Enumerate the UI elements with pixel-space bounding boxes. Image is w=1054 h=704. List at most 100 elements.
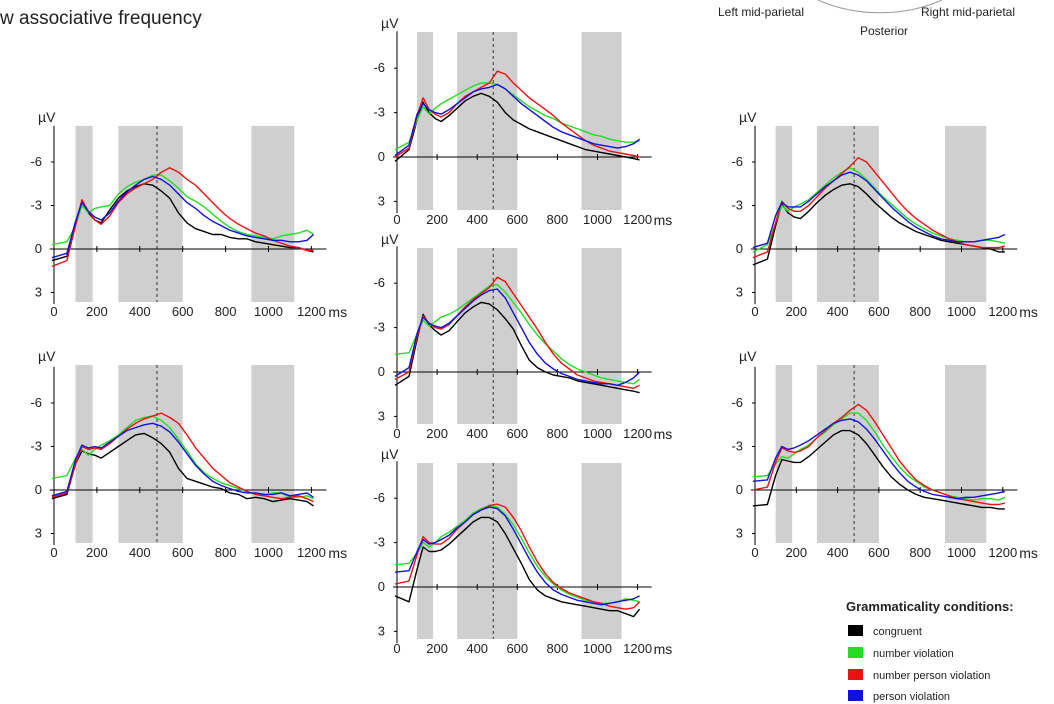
legend-label-number-person-violation: number person violation bbox=[873, 670, 990, 682]
x-tick-label: 400 bbox=[129, 545, 151, 560]
x-tick-label: 200 bbox=[86, 304, 108, 319]
series-congruent bbox=[51, 432, 314, 507]
y-axis-label: µV bbox=[381, 231, 399, 247]
y-tick-label: 0 bbox=[736, 241, 743, 256]
series-person-violation bbox=[51, 175, 314, 259]
series-number-violation bbox=[51, 174, 314, 246]
y-tick-label: -3 bbox=[373, 105, 385, 120]
series-number-violation bbox=[394, 82, 640, 151]
y-tick-label: -3 bbox=[30, 439, 42, 454]
series-person-violation bbox=[394, 83, 641, 157]
time-window-1 bbox=[417, 463, 434, 639]
y-axis-label: µV bbox=[739, 348, 757, 364]
electrode-label-left-mid-parietal: Left mid-parietal bbox=[718, 5, 804, 19]
x-tick-label: 1200 bbox=[623, 212, 652, 227]
legend-label-number-violation: number violation bbox=[873, 648, 954, 660]
series-number-person-violation bbox=[394, 503, 641, 610]
legend-swatch-person-violation bbox=[848, 690, 863, 701]
y-tick-label: 3 bbox=[736, 526, 743, 541]
time-window-2 bbox=[816, 365, 879, 543]
x-tick-label: 600 bbox=[506, 212, 528, 227]
x-tick-label: 400 bbox=[129, 304, 151, 319]
time-window-1 bbox=[75, 126, 93, 302]
series-congruent bbox=[752, 429, 1005, 510]
series-congruent bbox=[394, 92, 640, 162]
time-window-3 bbox=[581, 248, 622, 424]
x-tick-label: 1000 bbox=[583, 426, 612, 441]
electrode-label-posterior: Posterior bbox=[860, 24, 908, 38]
x-tick-label: 1200 bbox=[297, 545, 326, 560]
x-tick-label: 200 bbox=[426, 426, 448, 441]
x-axis-label: ms bbox=[654, 212, 673, 228]
x-tick-label: 0 bbox=[393, 212, 400, 227]
legend-title: Grammaticality conditions: bbox=[846, 599, 1014, 614]
x-tick-label: 200 bbox=[426, 641, 448, 656]
time-window-3 bbox=[944, 126, 987, 302]
x-tick-label: 400 bbox=[466, 641, 488, 656]
x-tick-label: 600 bbox=[172, 545, 194, 560]
x-tick-label: 200 bbox=[426, 212, 448, 227]
y-tick-label: 0 bbox=[35, 241, 42, 256]
y-tick-label: -6 bbox=[373, 275, 385, 290]
series-person-violation bbox=[752, 418, 1006, 500]
series-congruent bbox=[394, 301, 640, 394]
x-tick-label: 1200 bbox=[988, 304, 1017, 319]
x-axis-label: ms bbox=[328, 545, 347, 561]
y-tick-label: 0 bbox=[378, 364, 385, 379]
x-tick-label: 800 bbox=[909, 304, 931, 319]
time-window-1 bbox=[417, 248, 434, 424]
time-window-3 bbox=[581, 463, 622, 639]
y-tick-label: 3 bbox=[35, 285, 42, 300]
x-tick-label: 800 bbox=[547, 212, 569, 227]
y-tick-label: -6 bbox=[373, 60, 385, 75]
series-person-violation bbox=[51, 422, 314, 498]
x-tick-label: 600 bbox=[506, 641, 528, 656]
time-window-3 bbox=[944, 365, 987, 543]
head-outline bbox=[817, 0, 943, 14]
time-window-1 bbox=[775, 126, 793, 302]
figure-title: w associative frequency bbox=[0, 8, 202, 29]
y-tick-label: -3 bbox=[30, 198, 42, 213]
y-tick-label: 0 bbox=[736, 482, 743, 497]
y-tick-label: -6 bbox=[30, 395, 42, 410]
x-tick-label: 400 bbox=[466, 212, 488, 227]
y-tick-label: -6 bbox=[373, 490, 385, 505]
time-window-2 bbox=[118, 365, 183, 543]
y-tick-label: 3 bbox=[378, 193, 385, 208]
x-tick-label: 200 bbox=[785, 545, 807, 560]
series-number-violation bbox=[752, 412, 1006, 501]
legend-swatch-congruent bbox=[848, 625, 863, 636]
y-tick-label: -6 bbox=[731, 395, 743, 410]
y-tick-label: -6 bbox=[731, 154, 743, 169]
y-axis-label: µV bbox=[381, 15, 399, 31]
x-tick-label: 800 bbox=[215, 304, 237, 319]
time-window-2 bbox=[457, 248, 518, 424]
series-number-violation bbox=[394, 284, 641, 385]
y-tick-label: -3 bbox=[731, 439, 743, 454]
legend-label-congruent: congruent bbox=[873, 626, 922, 638]
x-tick-label: 200 bbox=[785, 304, 807, 319]
y-tick-label: 0 bbox=[35, 482, 42, 497]
time-window-1 bbox=[75, 365, 93, 543]
y-tick-label: 3 bbox=[378, 623, 385, 638]
y-tick-label: 0 bbox=[378, 579, 385, 594]
electrode-label-right-mid-parietal: Right mid-parietal bbox=[921, 5, 1015, 19]
x-tick-label: 0 bbox=[393, 426, 400, 441]
x-axis-label: ms bbox=[654, 426, 673, 442]
x-tick-label: 1200 bbox=[988, 545, 1017, 560]
y-tick-label: 3 bbox=[378, 408, 385, 423]
legend: Grammaticality conditions: congruent num… bbox=[846, 599, 1014, 703]
y-tick-label: -3 bbox=[731, 198, 743, 213]
head-map: Left mid-parietal Right mid-parietal Pos… bbox=[718, 0, 1015, 38]
x-tick-label: 800 bbox=[547, 426, 569, 441]
x-tick-label: 1000 bbox=[583, 212, 612, 227]
y-tick-label: 3 bbox=[35, 526, 42, 541]
series-person-violation bbox=[394, 288, 641, 386]
x-tick-label: 1000 bbox=[583, 641, 612, 656]
x-tick-label: 400 bbox=[827, 304, 849, 319]
